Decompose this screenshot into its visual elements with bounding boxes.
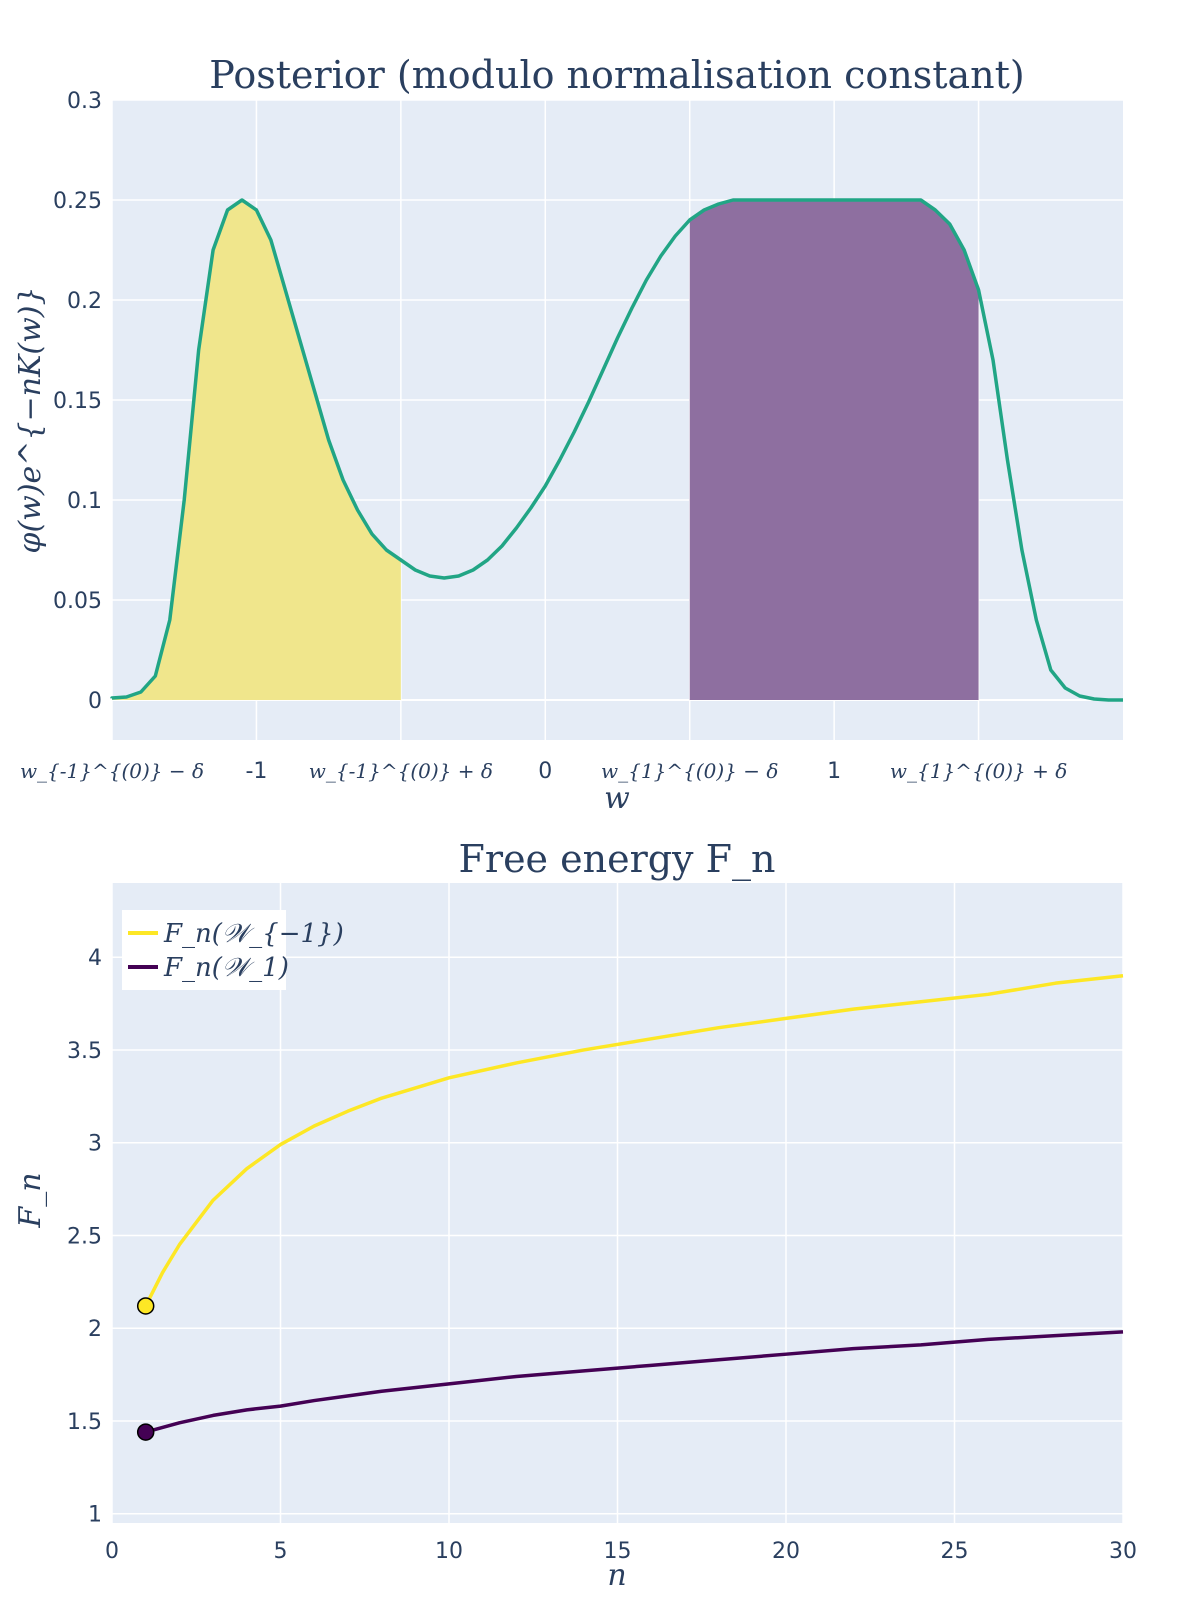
free-energy-lines-layer [144, 974, 1124, 1434]
free-energy-chart: 0 5 10 15 20 25 30 1 1.5 2 2.5 3 3.5 4 Free energy F… [13, 837, 1137, 1593]
free-energy-y-tick-label: 2.5 [67, 1224, 102, 1249]
free-energy-markers-layer [136, 1297, 155, 1441]
posterior-x-tick-label: w_{-1}^{(0)} + δ [309, 759, 493, 783]
posterior-title: Posterior (modulo normalisation constant… [209, 53, 1024, 97]
posterior-y-tick-label: 0.15 [53, 389, 102, 414]
free-energy-y-tick-label: 4 [88, 946, 102, 971]
posterior-shaded-region-1 [112, 200, 401, 700]
posterior-y-tick-label: 0.05 [53, 589, 102, 614]
posterior-y-tick-label: 0 [88, 689, 102, 714]
free-energy-line-series-2 [145, 1330, 1124, 1434]
free-energy-grid [111, 883, 1124, 1523]
free-energy-y-tick-label: 3 [88, 1132, 102, 1157]
free-energy-y-ticks: 1 1.5 2 2.5 3 3.5 4 [67, 946, 102, 1528]
free-energy-y-tick-label: 1 [88, 1503, 102, 1528]
free-energy-x-tick-label: 0 [105, 1539, 119, 1564]
posterior-x-ticks: w_{-1}^{(0)} − δ -1 w_{-1}^{(0)} + δ 0 w_{1}… [20, 759, 1067, 784]
posterior-x-tick-label: 1 [827, 759, 841, 784]
posterior-curve [110, 198, 1123, 702]
posterior-x-tick-label: -1 [245, 759, 267, 784]
free-energy-marker-series-1 [136, 1297, 155, 1315]
posterior-x-tick-label: w_{1}^{(0)} − δ [601, 759, 778, 783]
posterior-curve-layer [110, 198, 1123, 702]
free-energy-x-tick-label: 25 [941, 1539, 969, 1564]
free-energy-x-tick-label: 20 [772, 1539, 800, 1564]
posterior-shaded-region-2 [689, 200, 979, 700]
free-energy-x-ticks: 0 5 10 15 20 25 30 [105, 1539, 1137, 1564]
free-energy-line-series-1 [144, 974, 1124, 1307]
posterior-y-tick-label: 0.2 [67, 289, 102, 314]
free-energy-y-tick-label: 2 [88, 1317, 102, 1342]
posterior-y-tick-label: 0.1 [67, 489, 102, 514]
posterior-x-tick-label: 0 [538, 759, 552, 784]
legend-background [122, 910, 286, 990]
free-energy-y-axis-label: F_n [13, 1172, 48, 1228]
free-energy-x-tick-label: 15 [604, 1539, 632, 1564]
free-energy-marker-series-2 [136, 1423, 155, 1441]
free-energy-x-axis-label: n [607, 1558, 626, 1593]
posterior-y-tick-label: 0.3 [67, 89, 102, 114]
free-energy-title: Free energy F_n [459, 837, 776, 882]
legend-label-series-1: F_n(𝒲_{−1}) [163, 919, 344, 949]
posterior-shaded-regions [112, 200, 979, 700]
posterior-x-axis-label: w [604, 781, 630, 816]
free-energy-x-tick-label: 10 [435, 1539, 463, 1564]
free-energy-x-tick-label: 5 [274, 1539, 288, 1564]
free-energy-y-tick-label: 1.5 [67, 1410, 102, 1435]
posterior-y-ticks: 0 0.05 0.1 0.15 0.2 0.25 0.3 [53, 89, 102, 714]
free-energy-y-tick-label: 3.5 [67, 1039, 102, 1064]
posterior-x-tick-label: w_{1}^{(0)} + δ [890, 759, 1067, 783]
free-energy-x-tick-label: 30 [1109, 1539, 1137, 1564]
posterior-x-tick-label: w_{-1}^{(0)} − δ [20, 759, 204, 783]
posterior-chart: w_{-1}^{(0)} − δ -1 w_{-1}^{(0)} + δ 0 w_{1}… [13, 53, 1123, 816]
legend-label-series-2: F_n(𝒲_1) [163, 953, 289, 983]
posterior-y-axis-label: φ(w)e^{−nK(w)} [13, 286, 48, 553]
posterior-y-tick-label: 0.25 [53, 189, 102, 214]
free-energy-legend: F_n(𝒲_{−1}) F_n(𝒲_1) [122, 910, 344, 990]
